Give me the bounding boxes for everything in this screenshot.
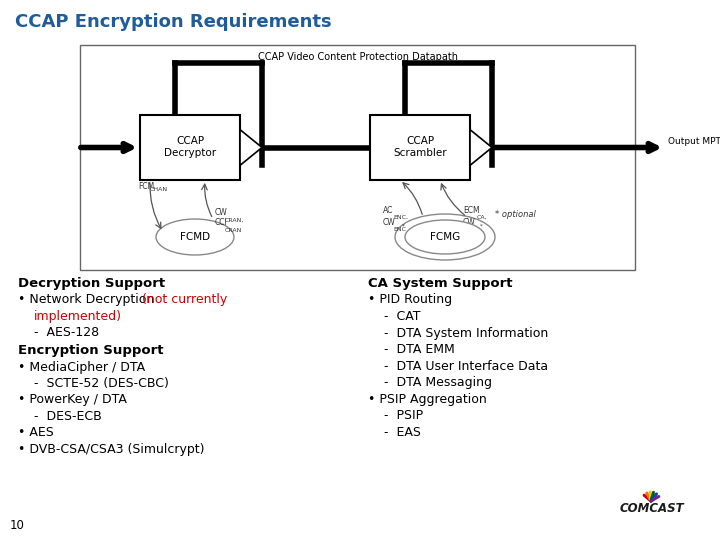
Text: CRAN,: CRAN, [225,218,244,223]
Text: CCAP: CCAP [406,137,434,146]
Text: COMCAST: COMCAST [620,502,684,515]
Text: Decryption Support: Decryption Support [18,277,165,290]
Text: CA,: CA, [477,215,487,220]
Text: Output MPTS: Output MPTS [668,137,720,145]
Polygon shape [240,130,262,165]
Text: • PID Routing: • PID Routing [368,294,452,307]
Text: CW: CW [463,218,476,227]
Text: CCAP Video Content Protection Datapath: CCAP Video Content Protection Datapath [258,52,457,62]
Text: -  EAS: - EAS [384,426,421,438]
Text: CW: CW [215,208,228,217]
Text: -  DTA Messaging: - DTA Messaging [384,376,492,389]
Text: CW: CW [383,218,396,227]
Text: *: * [480,224,482,229]
Text: * optional: * optional [495,210,536,219]
Text: AC: AC [383,206,393,215]
Ellipse shape [405,220,485,254]
Text: -  AES-128: - AES-128 [34,327,99,340]
Text: -  DTA System Information: - DTA System Information [384,327,548,340]
Text: ENC: ENC [393,227,406,232]
Text: • PowerKey / DTA: • PowerKey / DTA [18,394,127,407]
Text: • PSIP Aggregation: • PSIP Aggregation [368,393,487,406]
Text: -  PSIP: - PSIP [384,409,423,422]
Bar [370,115,470,180]
Ellipse shape [395,214,495,260]
Text: Scrambler: Scrambler [393,148,447,159]
Text: CCI: CCI [215,218,228,227]
Text: CRAN: CRAN [225,228,243,233]
Text: • Network Decryption: • Network Decryption [18,294,158,307]
Text: -  DTA EMM: - DTA EMM [384,343,455,356]
Text: -  DTA User Interface Data: - DTA User Interface Data [384,360,548,373]
Text: CCAP Encryption Requirements: CCAP Encryption Requirements [15,13,332,31]
Text: CA: CA [473,227,482,232]
Text: ENC,: ENC, [393,215,408,220]
Text: FCMD: FCMD [180,232,210,242]
Text: CHAN: CHAN [150,187,168,192]
Bar [140,115,240,180]
Text: -  DES-ECB: - DES-ECB [34,410,102,423]
Text: Decryptor: Decryptor [164,148,216,159]
Text: Encryption Support: Encryption Support [18,344,163,357]
Text: (not currently: (not currently [142,294,228,307]
Text: • AES: • AES [18,427,54,440]
Text: -  CAT: - CAT [384,310,420,323]
Text: CA System Support: CA System Support [368,277,513,290]
Text: -  SCTE-52 (DES-CBC): - SCTE-52 (DES-CBC) [34,377,169,390]
Text: • MediaCipher / DTA: • MediaCipher / DTA [18,361,145,374]
Text: implemented): implemented) [34,310,122,323]
Text: FCMG: FCMG [430,232,460,242]
Ellipse shape [156,219,234,255]
Text: *: * [402,224,405,229]
Text: • DVB-CSA/CSA3 (Simulcrypt): • DVB-CSA/CSA3 (Simulcrypt) [18,443,204,456]
Text: ECM: ECM [463,206,480,215]
Polygon shape [470,130,492,165]
Text: CCAP: CCAP [176,137,204,146]
Bar [80,45,635,270]
Text: 10: 10 [10,519,25,532]
Text: FCM: FCM [138,182,154,191]
